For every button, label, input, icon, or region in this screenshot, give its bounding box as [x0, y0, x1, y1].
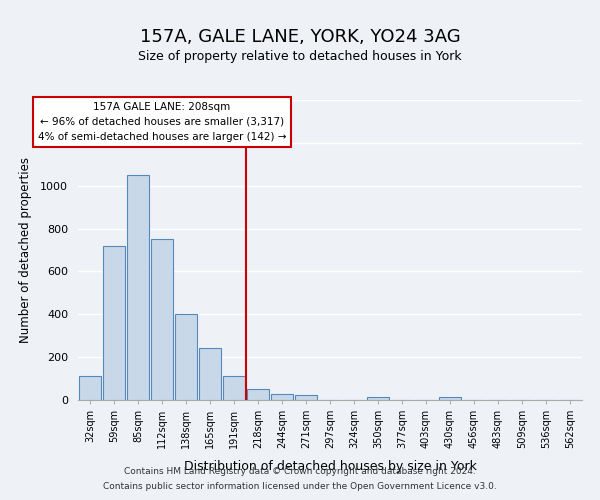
Text: 157A, GALE LANE, YORK, YO24 3AG: 157A, GALE LANE, YORK, YO24 3AG	[140, 28, 460, 46]
Text: Contains public sector information licensed under the Open Government Licence v3: Contains public sector information licen…	[103, 482, 497, 491]
Y-axis label: Number of detached properties: Number of detached properties	[19, 157, 32, 343]
Text: Contains HM Land Registry data © Crown copyright and database right 2024.: Contains HM Land Registry data © Crown c…	[124, 467, 476, 476]
Bar	[79, 376, 101, 400]
Bar	[247, 390, 269, 400]
X-axis label: Distribution of detached houses by size in York: Distribution of detached houses by size …	[184, 460, 476, 472]
Bar	[175, 314, 197, 400]
Bar	[127, 175, 149, 400]
Text: Size of property relative to detached houses in York: Size of property relative to detached ho…	[138, 50, 462, 63]
Bar	[199, 348, 221, 400]
Bar	[151, 240, 173, 400]
Bar	[271, 394, 293, 400]
Bar	[103, 246, 125, 400]
Bar	[223, 376, 245, 400]
Bar	[439, 397, 461, 400]
Bar	[367, 397, 389, 400]
Bar	[295, 394, 317, 400]
Text: 157A GALE LANE: 208sqm
← 96% of detached houses are smaller (3,317)
4% of semi-d: 157A GALE LANE: 208sqm ← 96% of detached…	[38, 102, 286, 142]
